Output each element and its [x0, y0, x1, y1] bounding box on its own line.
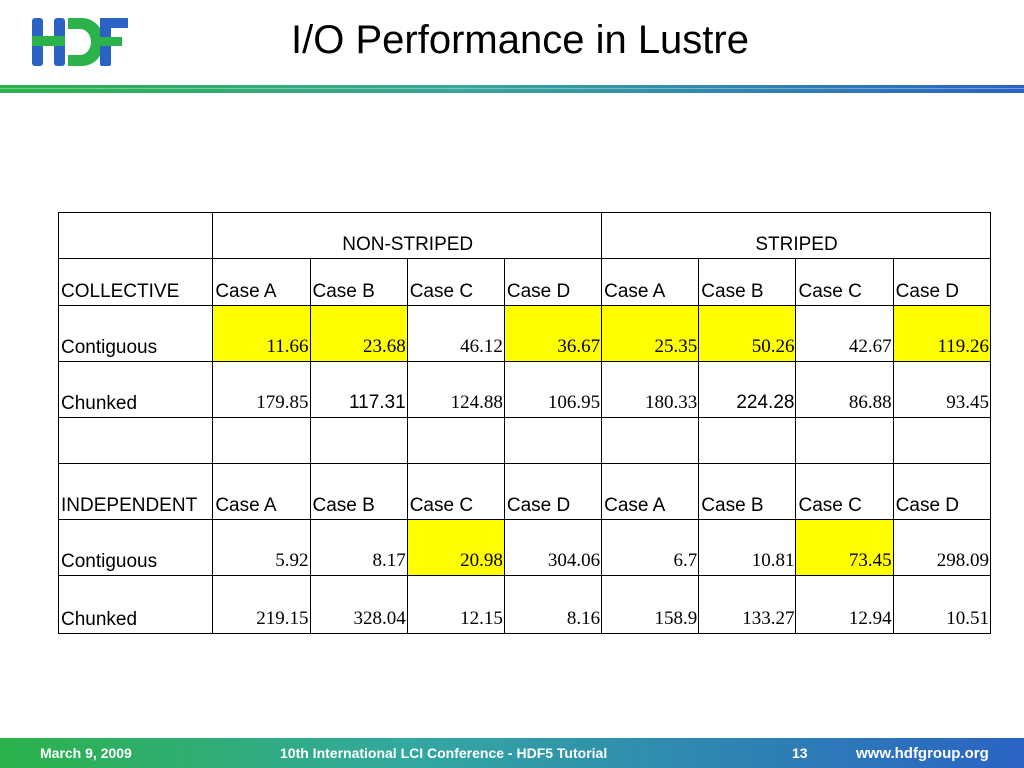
slide-title: I/O Performance in Lustre	[291, 18, 749, 62]
empty-cell	[601, 417, 700, 464]
independent-contiguous-row: Contiguous 5.92 8.17 20.98 304.06 6.7 10…	[57, 519, 992, 576]
case-cell: Case A	[601, 258, 700, 306]
case-cell: Case B	[309, 258, 408, 306]
value-cell: 5.92	[212, 519, 311, 576]
value-cell: 158.9	[601, 575, 700, 634]
performance-table: NON-STRIPED STRIPED COLLECTIVE Case A Ca…	[57, 212, 992, 634]
row-label-chunked: Chunked	[57, 361, 214, 418]
value-cell: 304.06	[503, 519, 603, 576]
empty-cell	[406, 417, 505, 464]
independent-chunked-row: Chunked 219.15 328.04 12.15 8.16 158.9 1…	[57, 575, 992, 634]
case-cell: Case D	[503, 258, 603, 306]
case-cell: Case B	[309, 463, 408, 520]
table-header-row: NON-STRIPED STRIPED	[57, 212, 991, 259]
title-divider	[0, 85, 1024, 93]
header-non-striped: NON-STRIPED	[212, 212, 603, 259]
empty-cell	[212, 417, 311, 464]
collective-contiguous-row: Contiguous 11.66 23.68 46.12 36.67 25.35…	[57, 305, 992, 362]
value-cell: 42.67	[795, 305, 894, 362]
value-cell: 119.26	[892, 305, 992, 362]
value-cell: 10.81	[698, 519, 797, 576]
case-cell: Case A	[212, 463, 311, 520]
case-cell: Case B	[698, 463, 797, 520]
collective-chunked-row: Chunked 179.85 117.31 124.88 106.95 180.…	[57, 361, 992, 418]
empty-cell	[795, 417, 894, 464]
header-striped: STRIPED	[601, 212, 991, 259]
footer-url[interactable]: www.hdfgroup.org	[856, 745, 989, 762]
independent-case-row: INDEPENDENT Case A Case B Case C Case D …	[57, 463, 992, 520]
value-cell: 86.88	[795, 361, 894, 418]
case-cell: Case A	[212, 258, 311, 306]
case-cell: Case C	[795, 463, 894, 520]
value-cell: 8.17	[309, 519, 408, 576]
footer-conference: 10th International LCI Conference - HDF5…	[280, 745, 608, 761]
value-cell: 23.68	[309, 305, 408, 362]
case-cell: Case D	[892, 463, 992, 520]
value-cell: 298.09	[892, 519, 992, 576]
empty-cell	[57, 417, 214, 464]
value-cell: 46.12	[406, 305, 505, 362]
empty-cell	[698, 417, 797, 464]
row-label-independent: INDEPENDENT	[57, 463, 214, 520]
empty-cell	[309, 417, 408, 464]
value-cell: 219.15	[212, 575, 311, 634]
value-cell: 328.04	[309, 575, 408, 634]
value-cell: 50.26	[698, 305, 797, 362]
collective-case-row: COLLECTIVE Case A Case B Case C Case D C…	[57, 258, 992, 306]
value-cell: 133.27	[698, 575, 797, 634]
value-cell: 124.88	[406, 361, 505, 418]
footer-date: March 9, 2009	[40, 745, 132, 761]
value-cell: 10.51	[892, 575, 992, 634]
value-cell: 36.67	[503, 305, 603, 362]
case-cell: Case C	[406, 463, 505, 520]
case-cell: Case D	[892, 258, 992, 306]
case-cell: Case B	[698, 258, 797, 306]
value-cell: 93.45	[892, 361, 992, 418]
header-empty-cell	[57, 212, 214, 259]
case-cell: Case C	[795, 258, 894, 306]
value-cell: 117.31	[309, 361, 408, 418]
value-cell: 12.94	[795, 575, 894, 634]
row-label-chunked: Chunked	[57, 575, 214, 634]
empty-cell	[503, 417, 603, 464]
value-cell: 180.33	[601, 361, 700, 418]
value-cell: 106.95	[503, 361, 603, 418]
case-cell: Case D	[503, 463, 603, 520]
value-cell: 6.7	[601, 519, 700, 576]
row-label-contiguous: Contiguous	[57, 519, 214, 576]
hdf-logo	[32, 18, 128, 66]
value-cell: 12.15	[406, 575, 505, 634]
value-cell: 179.85	[212, 361, 311, 418]
footer-page-number: 13	[792, 745, 808, 761]
footer-bar: March 9, 2009 10th International LCI Con…	[0, 738, 1024, 768]
value-cell: 224.28	[698, 361, 797, 418]
value-cell: 25.35	[601, 305, 700, 362]
row-label-contiguous: Contiguous	[57, 305, 214, 362]
value-cell: 11.66	[212, 305, 311, 362]
case-cell: Case A	[601, 463, 700, 520]
value-cell: 73.45	[795, 519, 894, 576]
empty-cell	[892, 417, 992, 464]
spacer-row	[57, 417, 992, 464]
value-cell: 8.16	[503, 575, 603, 634]
value-cell: 20.98	[406, 519, 505, 576]
case-cell: Case C	[406, 258, 505, 306]
row-label-collective: COLLECTIVE	[57, 258, 214, 306]
